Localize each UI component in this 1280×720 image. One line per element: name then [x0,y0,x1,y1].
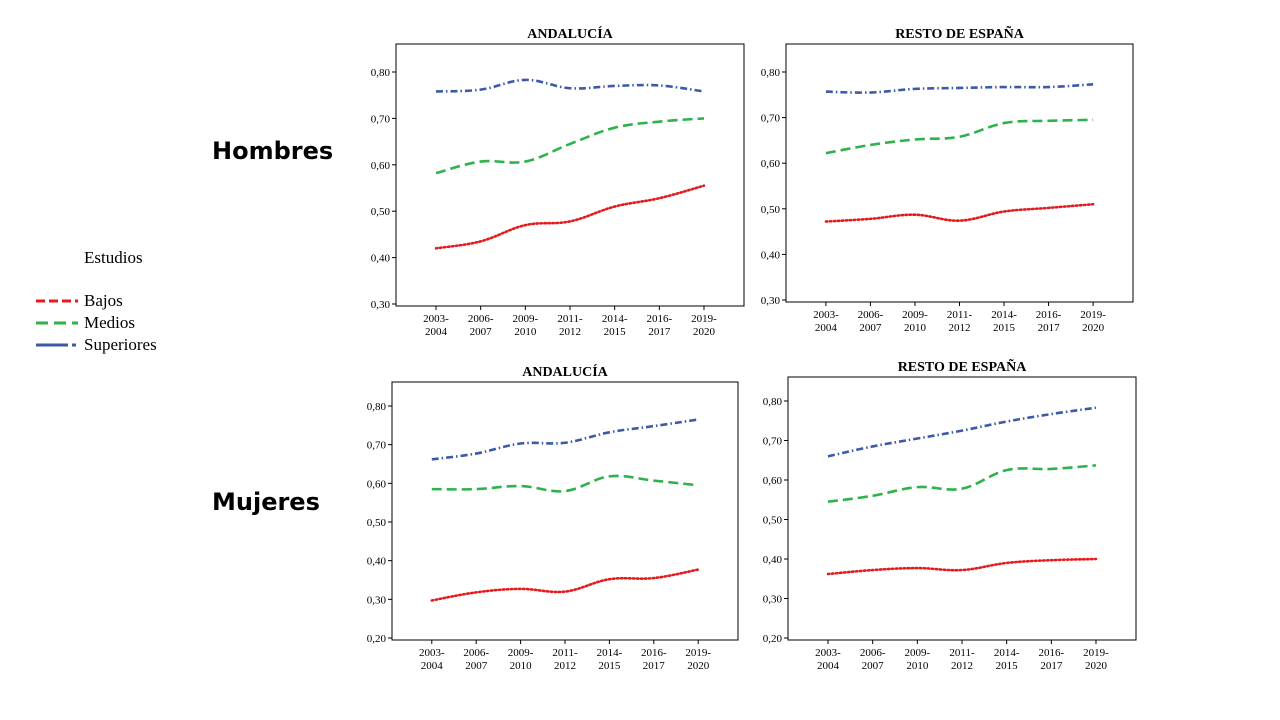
chart-title: ANDALUCÍA [522,363,608,380]
x-tick-label: 2011-2012 [557,313,583,338]
y-tick-label: 0,40 [763,554,783,566]
series-line-superiores [825,83,1094,94]
series-line-medios [435,117,705,175]
x-tick-label: 2003-2004 [423,313,449,338]
y-tick-label: 0,50 [763,515,783,527]
plot-frame [787,376,1137,641]
y-tick-label: 0,60 [367,478,387,490]
y-tick-label: 0,20 [367,633,387,645]
series-line-bajos [430,568,700,602]
row-label-women: Mujeres [212,488,320,516]
series-line-superiores [435,78,705,93]
y-tick-label: 0,80 [367,401,387,413]
series-line-bajos [826,557,1098,576]
series-line-medios [825,118,1094,155]
legend-label-medios: Medios [84,313,135,332]
x-tick-label: 2006-2007 [860,647,886,672]
y-tick-label: 0,70 [371,113,391,125]
y-tick-label: 0,20 [763,633,783,645]
x-tick-label: 2019-2020 [1080,309,1106,334]
x-tick-label: 2016-2017 [1036,309,1062,334]
y-tick-label: 0,30 [761,295,781,307]
y-tick-label: 0,30 [763,594,783,606]
y-tick-label: 0,50 [367,517,387,529]
y-tick-label: 0,40 [761,249,781,261]
y-tick-label: 0,50 [371,206,391,218]
legend-item-bajos: Bajos [36,290,123,312]
x-tick-label: 2009-2010 [905,647,931,672]
y-tick-label: 0,40 [367,556,387,568]
x-tick-label: 2016-2017 [641,647,667,672]
y-tick-label: 0,80 [763,396,783,408]
chart-title: RESTO DE ESPAÑA [895,24,1025,42]
legend-swatch-superiores [36,343,78,347]
x-tick-label: 2003-2004 [815,647,841,672]
x-tick-label: 2011-2012 [552,647,578,672]
series-line-medios [431,474,699,493]
chart-title: ANDALUCÍA [527,25,613,42]
x-tick-label: 2009-2010 [513,313,539,338]
series-line-superiores [431,418,699,461]
series-line-bajos [434,184,706,250]
legend-swatch-bajos [36,299,78,303]
x-tick-label: 2011-2012 [949,647,975,672]
x-tick-label: 2019-2020 [685,647,711,672]
x-tick-label: 2014-2015 [994,647,1020,672]
y-tick-label: 0,30 [371,299,391,311]
legend-label-superiores: Superiores [84,335,157,354]
series-line-bajos [824,202,1095,223]
chart-title: RESTO DE ESPAÑA [898,357,1028,375]
x-tick-label: 2003-2004 [813,309,839,334]
legend-title: Estudios [84,248,143,267]
x-tick-label: 2014-2015 [597,647,623,672]
x-tick-label: 2009-2010 [508,647,534,672]
x-tick-label: 2016-2017 [646,313,672,338]
legend-label-bajos: Bajos [84,291,123,310]
y-tick-label: 0,30 [367,594,387,606]
series-line-medios [827,464,1097,504]
y-tick-label: 0,60 [761,158,781,170]
x-tick-label: 2014-2015 [602,313,628,338]
y-tick-label: 0,70 [367,440,387,452]
x-tick-label: 2006-2007 [463,647,489,672]
x-tick-label: 2009-2010 [902,309,928,334]
y-tick-label: 0,40 [371,253,391,265]
legend-item-medios: Medios [36,312,135,334]
x-tick-label: 2011-2012 [947,309,973,334]
x-tick-label: 2006-2007 [468,313,494,338]
y-tick-label: 0,70 [761,113,781,125]
y-tick-label: 0,70 [763,436,783,448]
row-label-men: Hombres [212,137,334,165]
x-tick-label: 2019-2020 [691,313,717,338]
legend-item-superiores: Superiores [36,334,157,356]
x-tick-label: 2003-2004 [419,647,445,672]
y-tick-label: 0,80 [371,67,391,79]
y-tick-label: 0,50 [761,204,781,216]
x-tick-label: 2019-2020 [1083,647,1109,672]
legend-swatch-medios [36,321,78,325]
x-tick-label: 2016-2017 [1038,647,1064,672]
x-tick-label: 2014-2015 [991,309,1017,334]
y-tick-label: 0,60 [763,475,783,487]
series-line-superiores [827,406,1097,458]
y-tick-label: 0,80 [761,67,781,79]
x-tick-label: 2006-2007 [858,309,884,334]
y-tick-label: 0,60 [371,160,391,172]
